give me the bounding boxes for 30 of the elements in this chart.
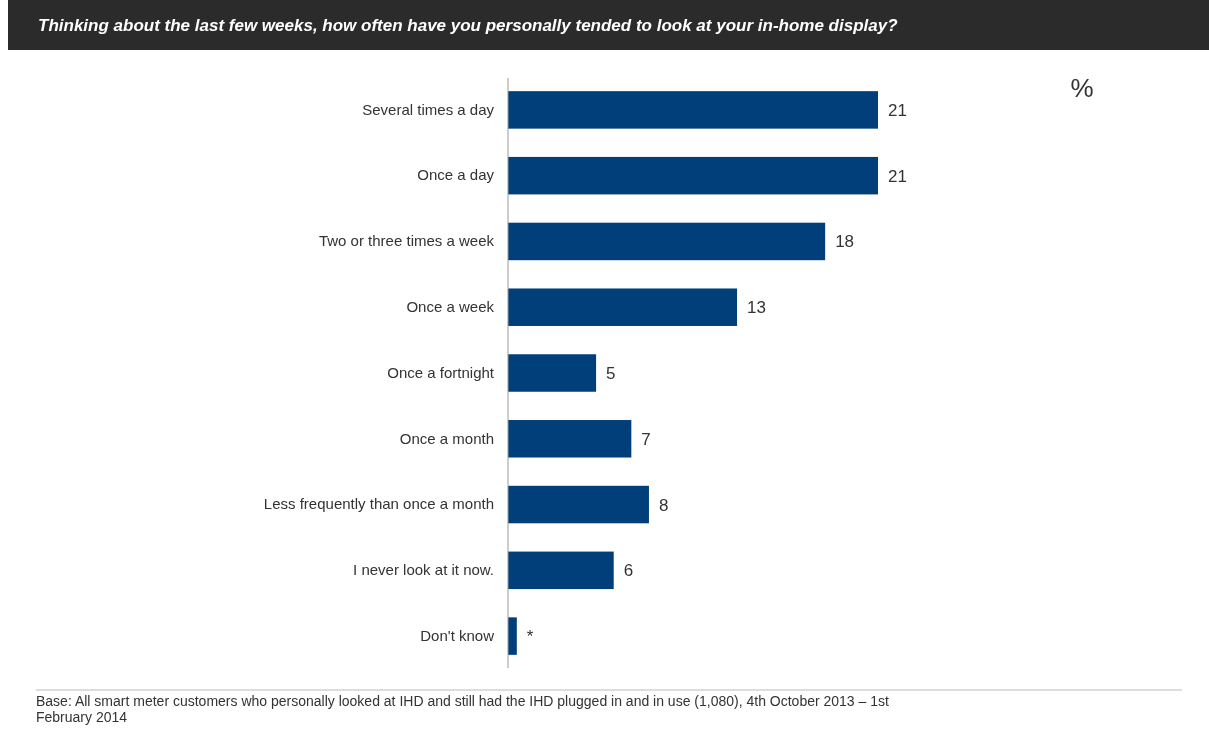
y-tick-label: Two or three times a week: [318, 232, 495, 250]
chart-title: Thinking about the last few weeks, how often have you personally tended to look at your in-home display?: [38, 16, 899, 35]
y-tick-label: Don't know: [420, 626, 495, 644]
data-label: 13: [747, 298, 766, 318]
bar: [508, 222, 826, 261]
data-label: 6: [623, 561, 634, 581]
data-label: 21: [888, 100, 907, 120]
text: Base: All smart meter customers who personally looked at IHD and still had the IHD plugged in and in use (1,080), 4th October 2013 – 1st February 2014: [36, 693, 890, 725]
y-tick-label: Once a fortnight: [387, 363, 495, 381]
data-label: 5: [606, 364, 616, 383]
y-tick-label: Once a day: [417, 166, 495, 184]
bar: [508, 91, 878, 129]
bar: [508, 288, 738, 326]
y-tick-label: I never look at it now.: [353, 561, 494, 579]
bar: [508, 354, 597, 392]
data-label: 21: [888, 166, 907, 186]
data-label: 7: [641, 429, 651, 449]
data-label: *: [526, 627, 534, 647]
bar: [508, 485, 649, 524]
y-tick-label: Several times a day: [362, 100, 495, 118]
y-tick-label: Once a week: [406, 298, 495, 316]
bar: [508, 156, 878, 195]
bar: [508, 617, 517, 655]
y-tick-label: Less frequently than once a month: [263, 495, 494, 513]
bar: [508, 551, 614, 590]
bar: [508, 420, 632, 458]
text: %: [1070, 73, 1094, 103]
y-tick-label: Once a month: [399, 429, 494, 447]
data-label: 8: [658, 495, 669, 515]
data-label: 18: [835, 232, 855, 252]
